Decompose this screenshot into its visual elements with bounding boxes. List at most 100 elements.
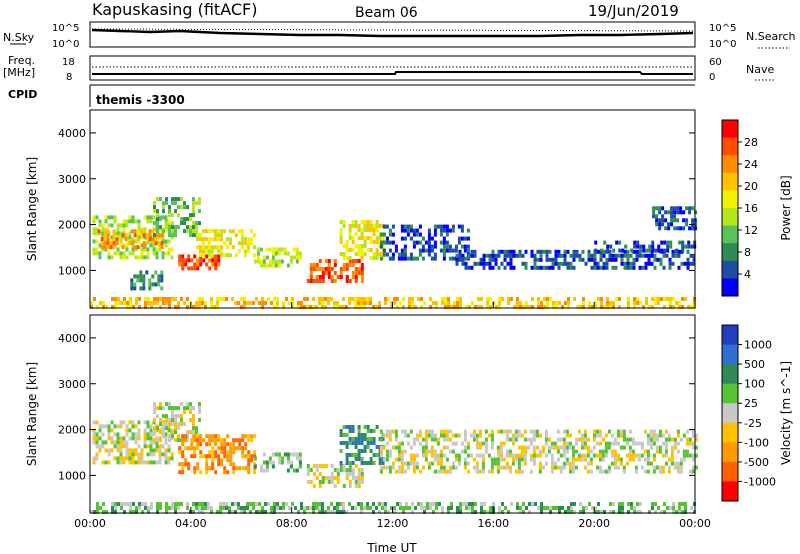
data-cell (531, 297, 534, 301)
data-cell (171, 506, 174, 510)
data-cell (92, 227, 96, 232)
data-cell (140, 251, 144, 256)
data-cell (532, 433, 536, 438)
data-cell (261, 305, 264, 309)
data-cell (657, 244, 661, 249)
data-cell (622, 469, 626, 474)
data-cell (424, 449, 428, 454)
data-cell (134, 247, 138, 252)
data-cell (582, 301, 585, 305)
data-cell (318, 472, 322, 476)
data-cell (494, 253, 498, 258)
data-cell (660, 510, 663, 514)
data-cell (602, 253, 606, 258)
data-cell (394, 457, 398, 462)
data-cell (378, 252, 382, 256)
data-cell (485, 261, 489, 266)
data-cell (261, 510, 264, 514)
data-cell (639, 244, 643, 249)
data-cell (460, 236, 464, 241)
data-cell (681, 502, 684, 506)
data-cell (381, 256, 385, 260)
data-cell (411, 510, 414, 514)
data-cell (184, 434, 188, 439)
data-cell (210, 253, 214, 258)
data-cell (155, 460, 159, 465)
data-cell (146, 235, 150, 240)
data-cell (603, 240, 607, 245)
data-cell (569, 265, 573, 270)
data-cell (652, 437, 656, 442)
data-cell (433, 228, 437, 233)
data-cell (457, 461, 461, 466)
data-cell (183, 422, 186, 427)
data-cell (174, 438, 177, 443)
data-cell (147, 506, 150, 510)
data-cell (300, 502, 303, 506)
data-cell (112, 229, 116, 234)
data-cell (190, 446, 194, 451)
data-cell (193, 470, 197, 475)
data-cell (195, 233, 199, 238)
data-cell (253, 456, 257, 461)
data-cell (430, 461, 434, 466)
data-cell (174, 229, 177, 234)
data-cell (193, 438, 197, 443)
data-cell (626, 253, 630, 258)
data-cell (381, 244, 385, 248)
colorbar-swatch (722, 137, 738, 156)
data-cell (658, 465, 662, 470)
data-cell (256, 247, 260, 252)
data-cell (687, 244, 691, 249)
data-cell (634, 465, 638, 470)
data-cell (306, 468, 310, 472)
data-cell (134, 452, 138, 457)
data-cell (262, 263, 266, 268)
data-cell (177, 438, 180, 443)
data-cell (436, 453, 440, 458)
data-cell (488, 253, 492, 258)
data-cell (312, 267, 316, 271)
data-cell (402, 305, 405, 309)
data-cell (690, 305, 693, 309)
data-cell (220, 438, 224, 443)
colorbar-swatch (722, 120, 738, 139)
data-cell (478, 445, 482, 450)
data-cell (390, 305, 393, 309)
data-cell (156, 426, 159, 431)
data-cell (152, 239, 156, 244)
data-cell (268, 263, 272, 268)
data-cell (342, 433, 346, 437)
data-cell (153, 201, 156, 206)
data-cell (415, 461, 419, 466)
data-cell (496, 469, 500, 474)
data-cell (110, 223, 114, 228)
data-cell (423, 506, 426, 510)
data-cell (345, 441, 349, 445)
data-cell (234, 253, 238, 258)
data-cell (556, 437, 560, 442)
data-cell (372, 224, 376, 228)
data-cell (655, 465, 659, 470)
data-cell (130, 278, 134, 283)
data-cell (442, 248, 446, 253)
data-cell (439, 232, 443, 237)
data-cell (357, 441, 361, 445)
data-cell (667, 465, 671, 470)
data-cell (199, 442, 203, 447)
data-cell (384, 506, 387, 510)
data-cell (189, 225, 192, 230)
data-cell (167, 239, 171, 244)
data-cell (647, 253, 651, 258)
data-cell (153, 418, 156, 423)
data-cell (400, 461, 404, 466)
data-cell (113, 432, 117, 437)
data-cell (113, 424, 117, 429)
data-cell (201, 249, 205, 254)
data-cell (568, 433, 572, 438)
data-cell (171, 201, 174, 206)
data-cell (460, 441, 464, 446)
data-cell (354, 279, 358, 283)
data-cell (196, 466, 200, 471)
